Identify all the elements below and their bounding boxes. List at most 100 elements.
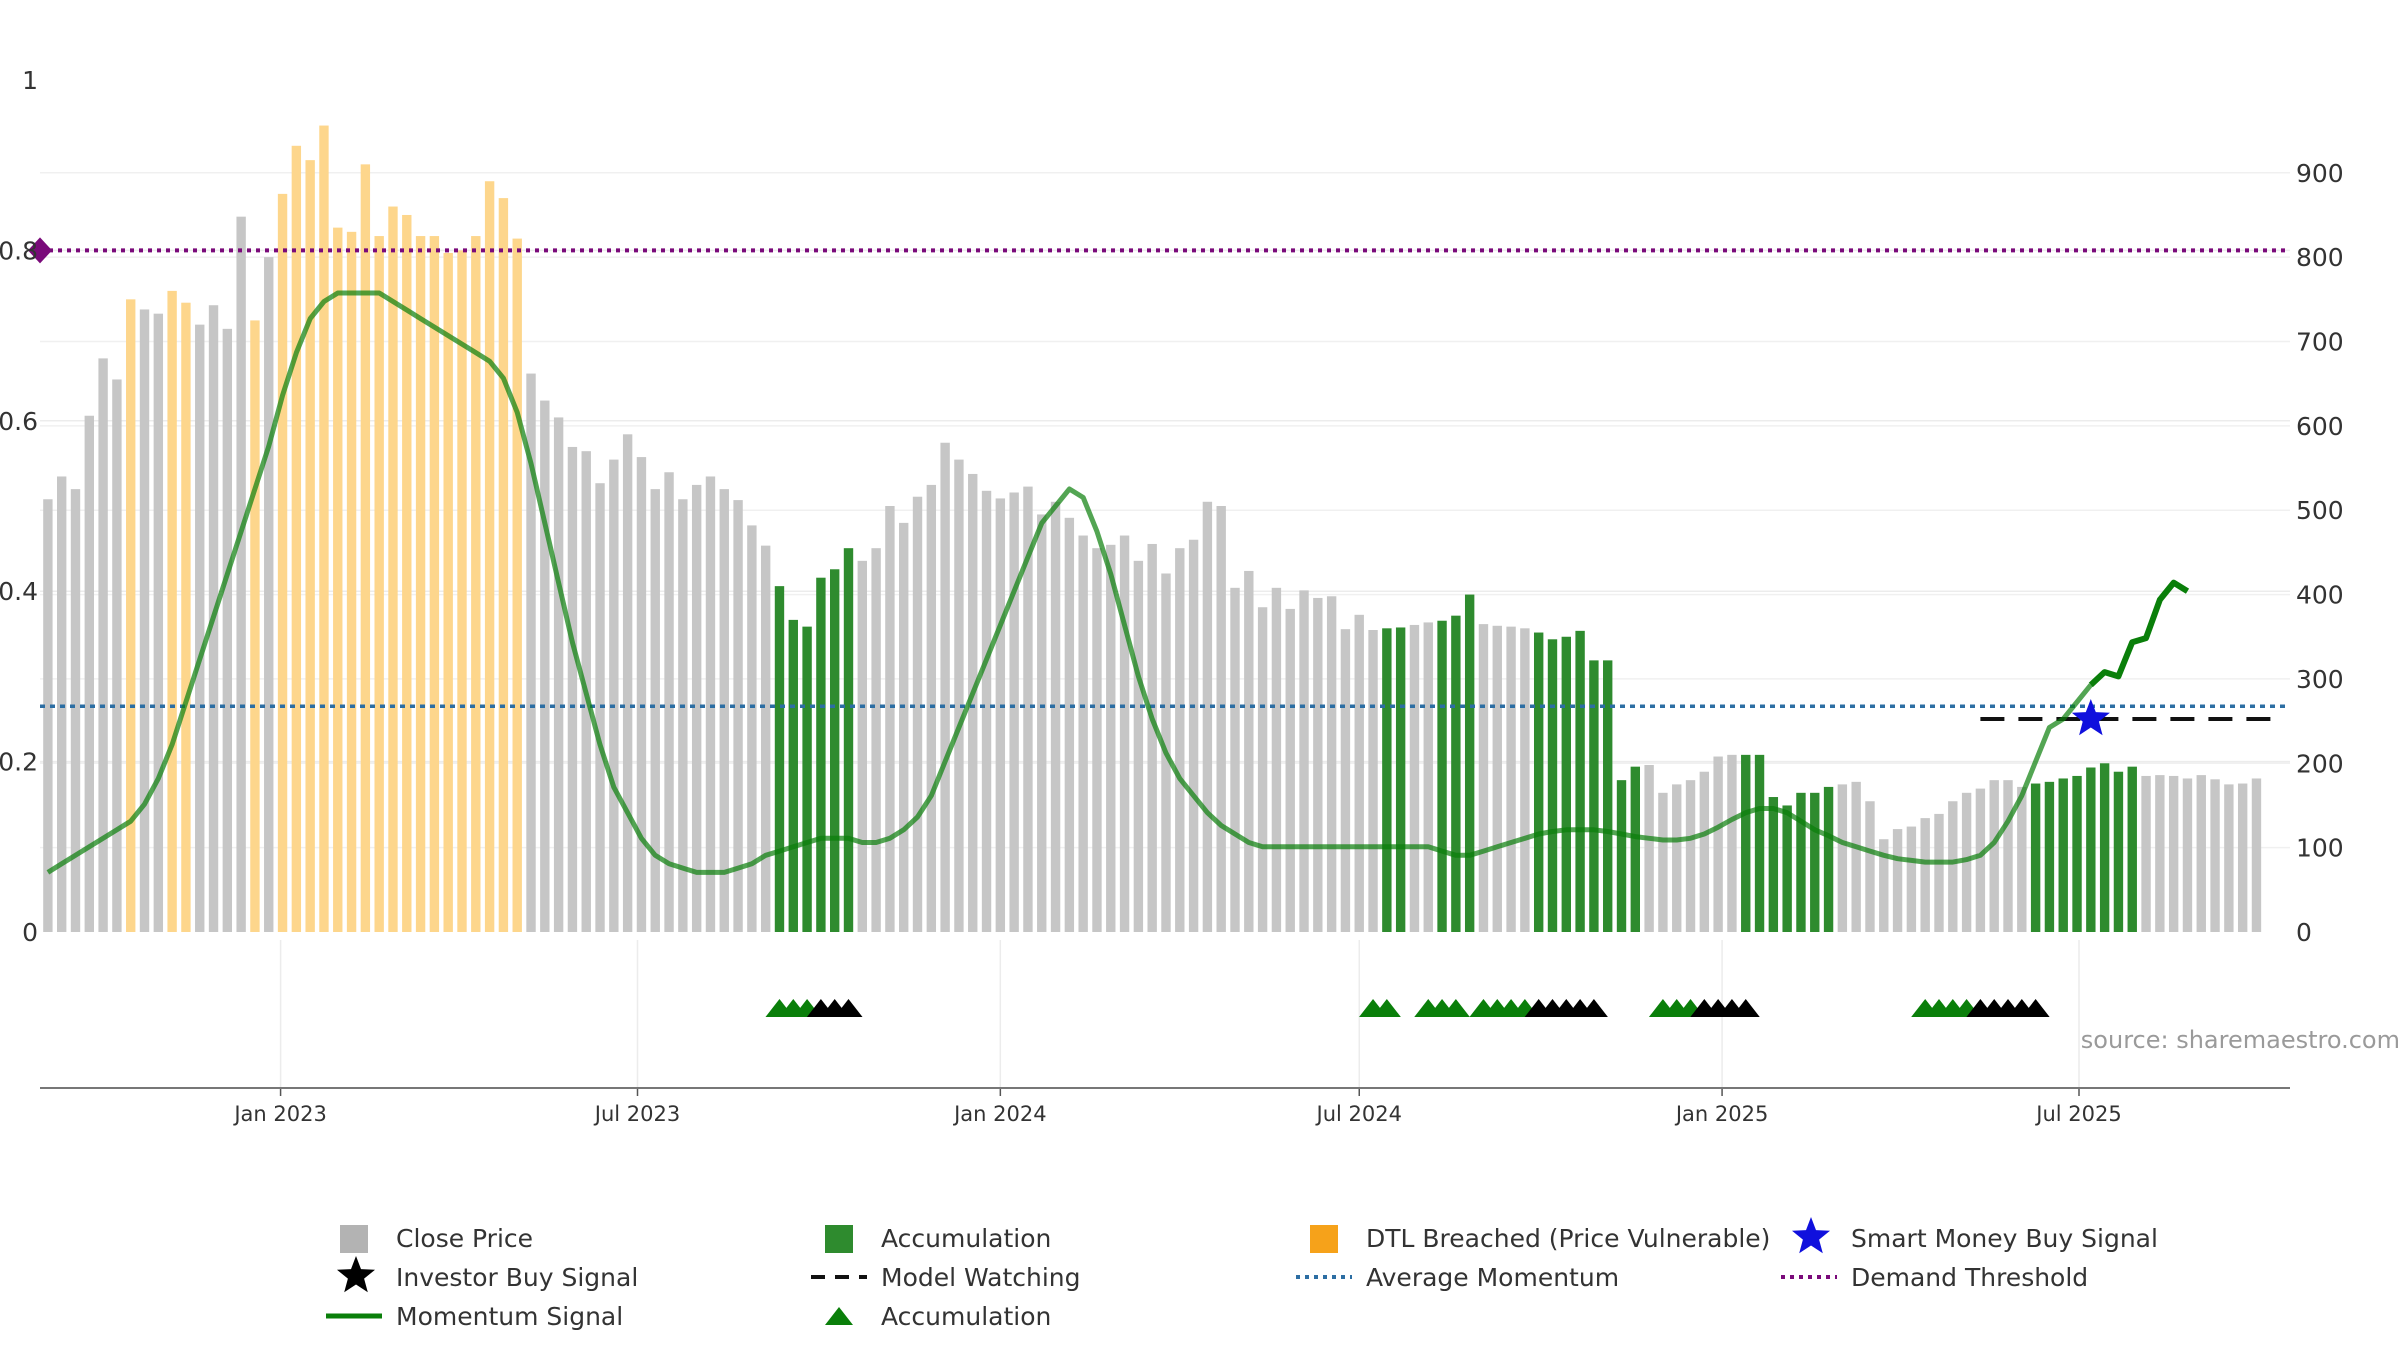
close-price-bar — [1975, 788, 1986, 932]
close-price-bar — [1368, 630, 1378, 932]
close-price-bar — [443, 252, 453, 933]
legend-swatch-accumulation-triangle — [825, 1307, 853, 1325]
close-price-bar — [2113, 771, 2124, 932]
legend-label: Accumulation — [881, 1302, 1051, 1331]
close-price-bar — [691, 484, 702, 932]
close-price-bar — [1644, 764, 1654, 932]
investor-buy-triangle — [834, 999, 863, 1017]
legend-label: Demand Threshold — [1851, 1263, 2088, 1292]
close-price-bar — [1037, 514, 1047, 932]
left-tick-label: 0.8 — [0, 236, 38, 265]
close-price-bar — [1906, 826, 1917, 932]
legend-swatch-accumulation — [825, 1225, 853, 1253]
right-tick-label: 300 — [2296, 665, 2344, 694]
close-price-bar — [940, 442, 950, 932]
close-price-bar — [1188, 539, 1199, 932]
investor-buy-triangle — [1731, 999, 1760, 1017]
close-price-bar — [912, 496, 923, 932]
close-price-bar — [1492, 625, 1502, 932]
close-price-bar — [2182, 778, 2193, 932]
close-price-bar — [774, 586, 785, 932]
investor-buy-triangle — [2021, 999, 2050, 1017]
close-price-bar — [830, 569, 840, 932]
close-price-bar — [1340, 629, 1351, 932]
right-tick-label: 800 — [2296, 243, 2344, 272]
close-price-bar — [1478, 624, 1489, 932]
right-tick-label: 100 — [2296, 834, 2344, 863]
close-price-bar — [346, 231, 357, 933]
left-tick-label: 0.6 — [0, 407, 38, 436]
close-price-bar — [277, 193, 288, 932]
close-price-bar — [2127, 766, 2137, 932]
close-price-bar — [2155, 775, 2165, 932]
close-price-bar — [954, 459, 964, 932]
close-price-bar — [1175, 548, 1185, 932]
close-price-bar — [333, 227, 343, 932]
demand-threshold-marker — [28, 237, 52, 264]
close-price-bar — [1934, 813, 1944, 932]
close-price-bar — [1133, 560, 1144, 932]
close-price-bar — [1741, 754, 1751, 932]
close-price-bar — [56, 476, 67, 932]
close-price-bar — [1050, 501, 1061, 932]
right-tick-label: 500 — [2296, 496, 2344, 525]
close-price-bar — [1961, 792, 1972, 932]
legend-label: Model Watching — [881, 1263, 1081, 1292]
momentum-signal-line — [46, 290, 2190, 875]
close-price-bar — [926, 484, 937, 932]
close-price-bar — [1533, 632, 1544, 932]
close-price-bars — [43, 125, 2262, 933]
close-price-bar — [816, 577, 826, 932]
close-price-bar — [98, 358, 108, 933]
close-price-bar — [1271, 587, 1282, 932]
legend-swatch-close-price — [340, 1225, 368, 1253]
close-price-bar — [995, 498, 1006, 932]
close-price-bar — [1658, 792, 1668, 932]
right-tick-label: 0 — [2296, 918, 2312, 947]
accumulation-triangle — [1372, 999, 1401, 1017]
close-price-bar — [1561, 636, 1571, 932]
close-price-bar — [360, 164, 371, 932]
close-price-bar — [1202, 501, 1213, 932]
right-tick-label: 700 — [2296, 328, 2344, 357]
close-price-bar — [388, 206, 398, 932]
close-price-bar — [457, 250, 467, 932]
reference-lines — [28, 237, 2290, 721]
close-price-bar — [1409, 624, 1420, 932]
close-price-bar — [678, 499, 688, 932]
close-price-bar — [2017, 786, 2027, 932]
legend: Close Price Accumulation DTL Breached (Pri… — [326, 1217, 2158, 1331]
source-label: source: sharemaestro.com — [2081, 1026, 2400, 1054]
close-price-bar — [2237, 783, 2248, 932]
close-price-bar — [1713, 756, 1723, 932]
close-price-bar — [1672, 784, 1682, 932]
close-price-bar — [899, 522, 909, 932]
close-price-bar — [415, 236, 426, 933]
close-price-bar — [402, 214, 412, 933]
close-price-bar — [1754, 754, 1765, 932]
close-price-bar — [1464, 594, 1475, 932]
x-tick-label: Jul 2025 — [2034, 1102, 2121, 1126]
close-price-bar — [1382, 628, 1392, 932]
close-price-bar — [1616, 780, 1627, 932]
close-price-bar — [609, 459, 619, 932]
close-price-bar — [1506, 626, 1516, 932]
close-price-bar — [1092, 548, 1102, 932]
close-price-bar — [195, 324, 205, 932]
close-price-bar — [526, 373, 536, 932]
close-price-bar — [1796, 792, 1806, 932]
close-price-bar — [968, 473, 978, 932]
close-price-bar — [2086, 767, 2096, 932]
close-price-bar — [1823, 786, 1834, 932]
x-tick-label: Jul 2023 — [593, 1102, 680, 1126]
close-price-bar — [429, 236, 440, 933]
close-price-bar — [1313, 597, 1323, 932]
right-tick-label: 200 — [2296, 749, 2344, 778]
close-price-bar — [112, 379, 122, 932]
close-price-bar — [1064, 517, 1075, 932]
close-price-bar — [622, 434, 633, 932]
close-price-bar — [1837, 784, 1848, 932]
close-price-bar — [167, 290, 177, 932]
close-price-bar — [857, 560, 867, 932]
